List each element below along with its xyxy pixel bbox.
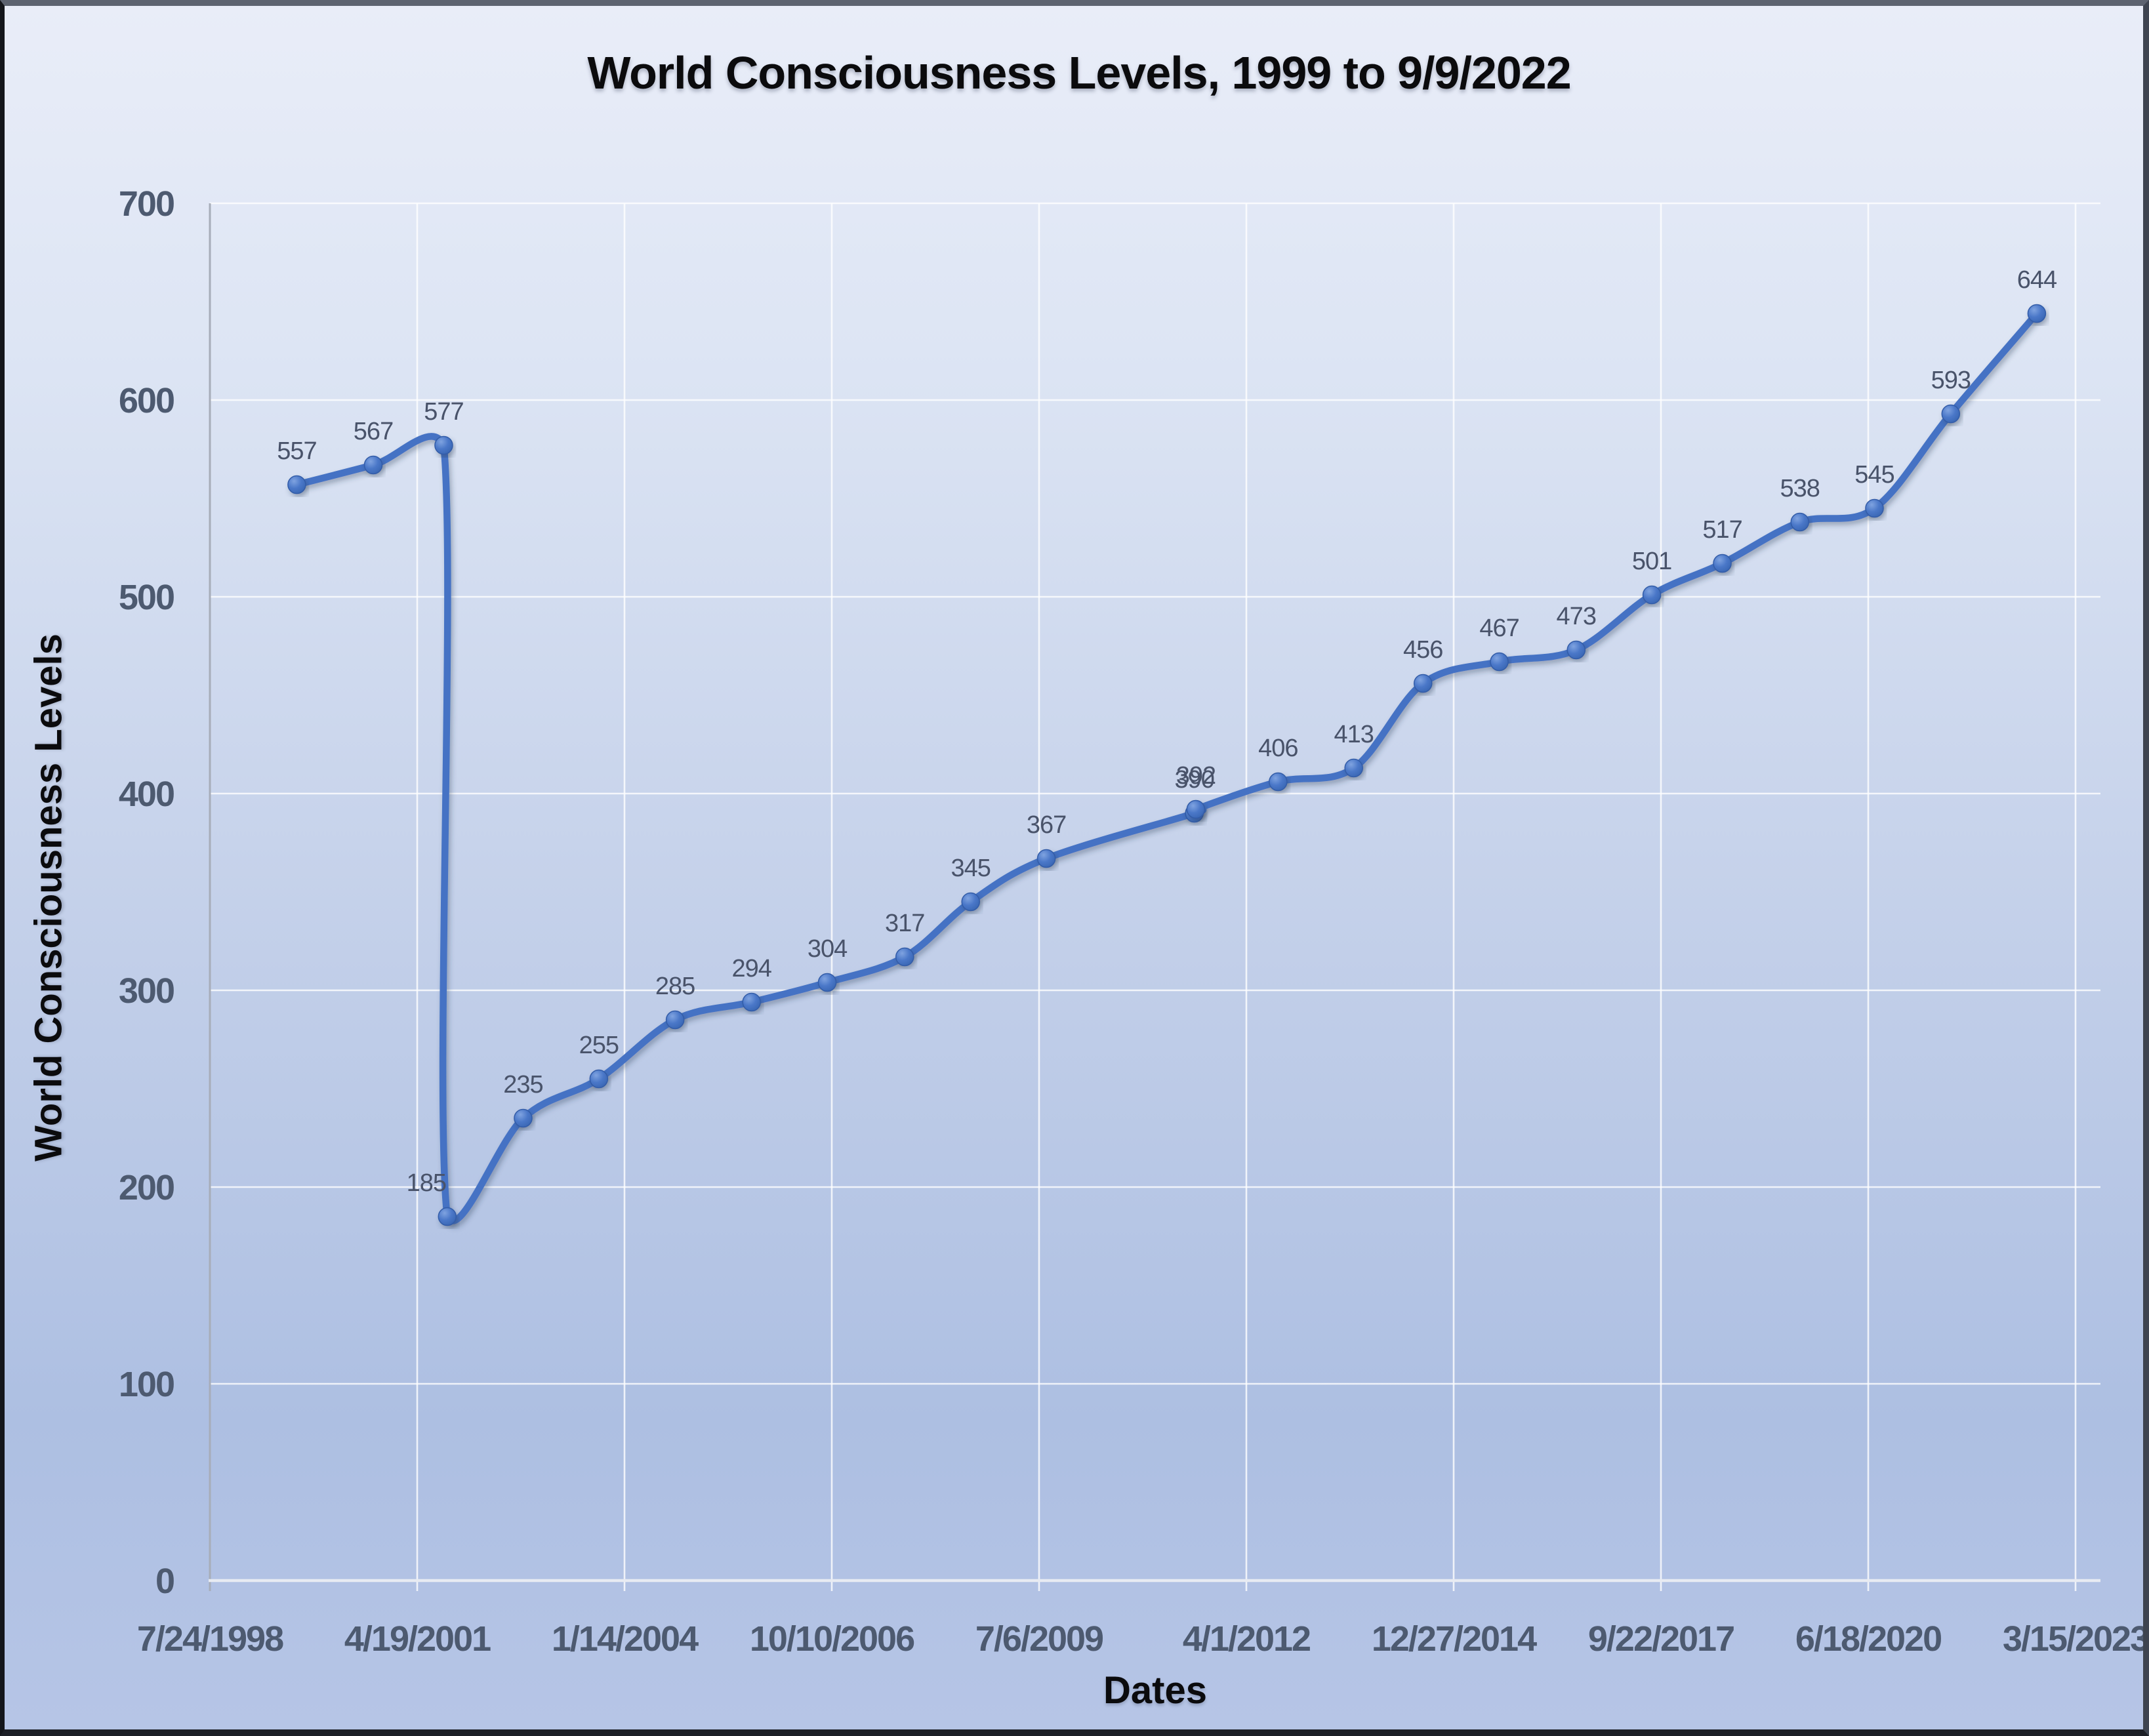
axes xyxy=(209,203,2100,1591)
data-point-label: 294 xyxy=(732,955,772,982)
data-point-label: 304 xyxy=(808,935,848,963)
x-tick-label: 4/1/2012 xyxy=(1183,1619,1310,1659)
x-tick-label: 10/10/2006 xyxy=(750,1619,914,1659)
data-point-marker xyxy=(742,992,761,1012)
data-point-marker xyxy=(1642,585,1662,605)
data-point-marker xyxy=(1566,640,1586,660)
data-point-marker xyxy=(1713,554,1732,573)
gridlines xyxy=(209,202,2100,1591)
data-point-label: 255 xyxy=(579,1032,619,1059)
x-tick-label: 1/14/2004 xyxy=(552,1619,699,1659)
y-tick-label: 600 xyxy=(119,381,174,420)
data-point-marker xyxy=(589,1069,609,1089)
data-point-label: 517 xyxy=(1702,516,1742,544)
data-point-marker xyxy=(438,1207,457,1226)
y-tick-label: 700 xyxy=(119,184,174,224)
data-point-marker xyxy=(434,435,453,455)
data-point-marker xyxy=(1269,772,1288,792)
data-point-label: 644 xyxy=(2017,266,2057,294)
data-point-label: 235 xyxy=(503,1071,542,1099)
data-point-marker xyxy=(961,892,980,912)
data-point-label: 456 xyxy=(1403,636,1443,664)
data-point-marker xyxy=(1865,498,1884,518)
x-tick-label: 7/24/1998 xyxy=(137,1619,283,1659)
data-point-label: 392 xyxy=(1176,762,1216,790)
x-tick-label: 3/15/2023 xyxy=(2003,1619,2143,1659)
data-point-marker xyxy=(1941,404,1961,424)
x-tick-label: 6/18/2020 xyxy=(1795,1619,1941,1659)
data-point-marker xyxy=(665,1010,685,1030)
data-point-label: 557 xyxy=(277,437,316,465)
x-tick-label: 7/6/2009 xyxy=(975,1619,1103,1659)
data-point-marker xyxy=(514,1108,533,1128)
data-point-label: 467 xyxy=(1479,615,1519,642)
data-point-marker xyxy=(1790,512,1809,532)
data-point-label: 593 xyxy=(1931,367,1971,394)
data-point-marker xyxy=(287,475,306,495)
y-tick-label: 0 xyxy=(155,1562,174,1601)
data-point-label: 285 xyxy=(655,973,695,1000)
x-tick-label: 12/27/2014 xyxy=(1372,1619,1537,1659)
data-point-label: 501 xyxy=(1632,548,1671,575)
data-point-marker xyxy=(363,455,383,475)
x-tick-label: 4/19/2001 xyxy=(344,1619,491,1659)
data-point-label: 345 xyxy=(951,855,991,882)
series-line xyxy=(293,310,2041,1224)
y-tick-label: 300 xyxy=(119,971,174,1011)
data-point-marker xyxy=(895,947,914,967)
x-tick-label: 9/22/2017 xyxy=(1588,1619,1734,1659)
data-point-marker xyxy=(1186,799,1206,819)
y-tick-label: 100 xyxy=(119,1365,174,1404)
data-point-label: 367 xyxy=(1027,811,1066,839)
y-tick-label: 200 xyxy=(119,1168,174,1207)
data-point-label: 473 xyxy=(1557,603,1596,630)
data-point-label: 406 xyxy=(1258,735,1298,762)
data-point-marker xyxy=(817,973,837,992)
data-point-marker xyxy=(1344,758,1363,778)
data-point-label: 577 xyxy=(424,398,463,426)
data-point-marker xyxy=(1413,674,1433,693)
data-point-marker xyxy=(2027,304,2047,323)
y-tick-label: 400 xyxy=(119,775,174,814)
x-axis-title: Dates xyxy=(1103,1669,1207,1712)
y-tick-label: 500 xyxy=(119,578,174,617)
data-point-marker xyxy=(1490,652,1509,672)
chart-title: World Consciousness Levels, 1999 to 9/9/… xyxy=(587,47,1571,98)
data-point-label: 567 xyxy=(354,418,393,445)
data-point-label: 545 xyxy=(1854,461,1894,489)
line-chart: 0 100 200 300 400 500 600 700 7/24/1998 4/19/2001… xyxy=(119,184,2143,1659)
data-point-label: 185 xyxy=(407,1169,446,1197)
data-labels: 557 567 577 185 235 255 285 294 304 317 345 367 3903… xyxy=(277,266,2058,1197)
data-point-label: 538 xyxy=(1780,475,1820,502)
axis-tick-labels: 0 100 200 300 400 500 600 700 7/24/1998 4/19/2001… xyxy=(119,184,2143,1659)
data-series xyxy=(287,304,2047,1226)
data-point-marker xyxy=(1036,849,1056,868)
data-point-label: 317 xyxy=(885,910,924,937)
data-point-label: 390 xyxy=(1174,766,1214,794)
data-point-label: 413 xyxy=(1334,721,1373,748)
